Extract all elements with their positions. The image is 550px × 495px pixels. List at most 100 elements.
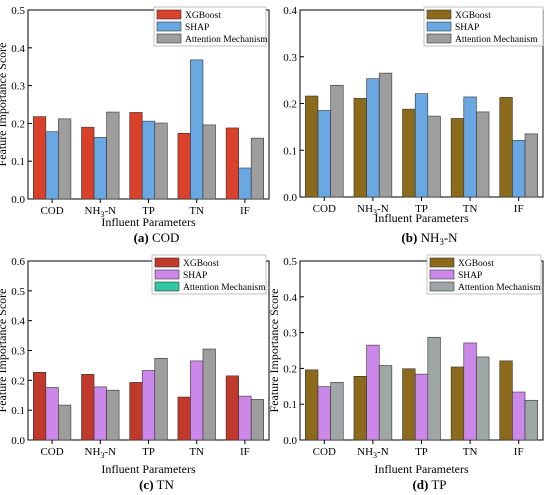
- legend-swatch: [154, 281, 180, 292]
- y-tick-label: 0.2: [11, 118, 25, 130]
- y-axis-label: Feature Importance Score: [267, 289, 281, 413]
- bar-attention-mechanism-if: [250, 137, 264, 200]
- bar-attention-mechanism-tn: [202, 348, 216, 441]
- y-tick-label: 0.3: [283, 52, 297, 64]
- bar-attention-mechanism-cod: [58, 118, 72, 200]
- bar-shap-if: [238, 395, 252, 441]
- legend: XGBoost SHAP Attention Mechanism: [426, 254, 542, 295]
- y-tick-label: 0.0: [283, 192, 297, 204]
- bar-attention-mechanism-tn: [202, 124, 216, 200]
- chart-panel-d: 0.0 0.1 0.2 0.3 0.4 0.5 COD NH3-N TP TN IF Influent…: [267, 254, 544, 492]
- bar-attention-mechanism-nh3-n: [106, 389, 120, 441]
- bar-xgboost-nh3-n: [81, 126, 95, 200]
- bar-attention-mechanism-tp: [427, 115, 441, 198]
- legend-label: Attention Mechanism: [455, 35, 538, 45]
- legend-swatch: [156, 9, 182, 20]
- bar-xgboost-if: [225, 375, 239, 441]
- panel-caption: (c) TN: [139, 477, 174, 492]
- x-axis-label: Influent Parameters: [101, 215, 196, 229]
- y-tick-label: 0.1: [283, 399, 297, 411]
- bar-xgboost-tn: [450, 366, 465, 441]
- panel-caption: (d) TP: [412, 477, 446, 492]
- legend: XGBoost SHAP Attention Mechanism: [153, 6, 268, 47]
- bar-attention-mechanism-cod: [330, 382, 344, 441]
- bar-xgboost-tn: [177, 132, 191, 200]
- bar-shap-tn: [463, 342, 477, 441]
- x-tick-label: TN: [463, 203, 478, 215]
- bar-xgboost-nh3-n: [353, 98, 367, 198]
- y-tick-label: 0.1: [11, 405, 25, 417]
- bar-attention-mechanism-if: [524, 399, 538, 441]
- bar-shap-nh3-n: [366, 78, 380, 198]
- legend-swatch: [156, 33, 182, 44]
- legend-swatch: [429, 281, 455, 292]
- bar-attention-mechanism-nh3-n: [378, 365, 393, 441]
- y-tick-label: 0.3: [11, 81, 25, 93]
- bar-shap-tp: [414, 373, 429, 441]
- y-tick-label: 0.5: [283, 256, 297, 268]
- panel-caption: (b) NH3-N: [401, 230, 458, 247]
- x-tick-label: TN: [189, 205, 204, 217]
- bar-xgboost-if: [225, 127, 239, 200]
- bar-xgboost-tp: [402, 368, 416, 441]
- y-tick-label: 0.4: [11, 43, 25, 55]
- legend-label: Attention Mechanism: [185, 35, 268, 45]
- y-tick-label: 0.2: [11, 375, 25, 387]
- bar-xgboost-nh3-n: [81, 374, 95, 441]
- bar-xgboost-if: [499, 97, 513, 198]
- legend-label: Attention Mechanism: [458, 283, 541, 293]
- legend-label: SHAP: [183, 271, 207, 281]
- x-tick-label: IF: [240, 446, 250, 458]
- x-tick-label: TP: [415, 203, 428, 215]
- y-tick-label: 0.5: [11, 5, 25, 17]
- bar-xgboost-nh3-n: [353, 375, 367, 441]
- bar-attention-mechanism-cod: [330, 84, 344, 198]
- bar-shap-nh3-n: [366, 344, 380, 441]
- x-tick-label: TN: [189, 446, 204, 458]
- bar-shap-if: [238, 167, 252, 200]
- bar-shap-cod: [45, 387, 59, 441]
- x-tick-label: COD: [40, 205, 63, 217]
- bar-shap-tp: [414, 93, 429, 198]
- bar-attention-mechanism-nh3-n: [378, 72, 393, 198]
- legend: XGBoost SHAP Attention Mechanism: [151, 254, 267, 295]
- x-tick-label: COD: [40, 446, 63, 458]
- legend-swatch: [429, 257, 455, 268]
- x-tick-label: NH3-N: [85, 205, 117, 219]
- x-axis-label: Influent Parameters: [374, 462, 469, 476]
- bar-xgboost-tp: [129, 112, 143, 200]
- bar-attention-mechanism-tp: [427, 336, 441, 441]
- x-tick-label: IF: [514, 446, 524, 458]
- x-tick-label: TN: [463, 446, 478, 458]
- bar-shap-tp: [141, 120, 156, 200]
- bar-xgboost-tp: [402, 108, 416, 198]
- bar-shap-tp: [141, 370, 156, 441]
- y-tick-label: 0.2: [283, 363, 297, 375]
- bar-attention-mechanism-tp: [154, 357, 168, 441]
- chart-panel-c: 0.0 0.1 0.2 0.3 0.4 0.5 0.6 COD NH3-N TP TN IF Influ…: [0, 254, 270, 492]
- x-tick-label: NH3-N: [357, 446, 389, 460]
- x-axis-label: Influent Parameters: [374, 211, 469, 225]
- y-tick-label: 0.4: [11, 316, 25, 328]
- bar-shap-if: [512, 140, 526, 198]
- bar-shap-tn: [190, 360, 204, 441]
- y-tick-label: 0.5: [11, 286, 25, 298]
- bar-xgboost-cod: [305, 369, 319, 441]
- bar-xgboost-cod: [33, 116, 47, 200]
- bar-attention-mechanism-nh3-n: [106, 111, 120, 200]
- legend-label: XGBoost: [455, 11, 491, 21]
- x-tick-label: NH3-N: [85, 446, 117, 460]
- chart-panel-b: 0.0 0.1 0.2 0.3 0.4 COD NH3-N TP TN IF Influent Pa…: [283, 5, 544, 247]
- bar-shap-cod: [317, 110, 331, 198]
- legend-swatch: [429, 269, 455, 280]
- bar-attention-mechanism-tn: [476, 356, 490, 441]
- legend-label: SHAP: [455, 23, 479, 33]
- panel-caption: (a) COD: [134, 230, 180, 245]
- bar-attention-mechanism-tn: [476, 111, 490, 198]
- legend-swatch: [156, 21, 182, 32]
- bar-shap-tn: [190, 59, 204, 200]
- y-tick-label: 0.2: [283, 99, 297, 111]
- chart-panel-a: 0.0 0.1 0.2 0.3 0.4 0.5 COD NH3-N TP TN IF Influent…: [0, 5, 270, 245]
- y-tick-label: 0.6: [11, 256, 25, 268]
